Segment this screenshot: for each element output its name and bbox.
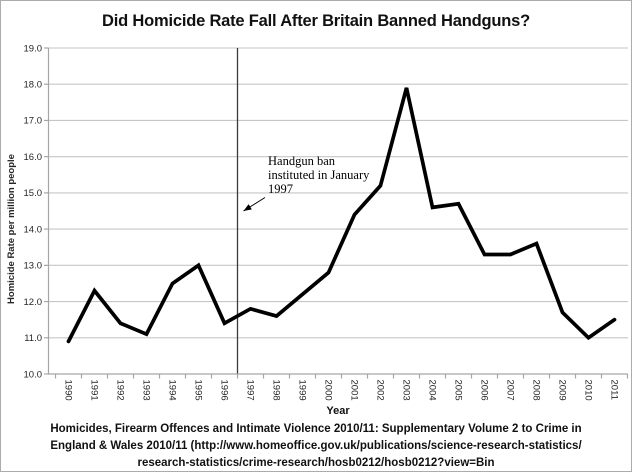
y-tick-label: 16.0 (24, 152, 43, 163)
x-tick-label: 1995 (192, 380, 203, 401)
x-tick-label: 1996 (218, 380, 229, 401)
x-tick-label: 1994 (166, 380, 177, 401)
y-tick-label: 11.0 (24, 333, 42, 344)
y-tick-label: 18.0 (24, 80, 43, 91)
x-tick-label: 1993 (140, 380, 151, 401)
handgun-ban-annotation: Handgun ban instituted in January 1997 (268, 154, 369, 196)
x-tick-label: 2001 (348, 380, 359, 401)
plot-area: 10.0 11.0 12.0 13.0 14.0 15.0 16.0 17.0 18.0 19.0… (24, 43, 629, 401)
annotation-line-3: 1997 (268, 182, 293, 196)
x-tick-label: 2005 (452, 380, 463, 401)
x-tick-label: 1990 (62, 380, 73, 401)
annotation-line-2: instituted in January (268, 168, 370, 182)
source-caption-line-3: research-statistics/crime-research/hosb0… (137, 456, 495, 469)
x-tick-label: 2010 (582, 380, 593, 401)
x-tick-label: 1997 (244, 380, 255, 401)
y-tick-label: 14.0 (24, 224, 43, 235)
x-tick-label: 2011 (608, 380, 619, 400)
x-tick-label: 2003 (400, 380, 411, 401)
y-tick-label: 10.0 (24, 369, 43, 380)
y-tick-label: 15.0 (24, 188, 43, 199)
y-tick-label: 13.0 (24, 261, 43, 272)
x-tick-label: 2004 (426, 380, 437, 401)
x-tick-label: 2006 (478, 380, 489, 401)
x-tick-label: 1992 (114, 380, 125, 401)
source-caption-line-2: England & Wales 2010/11 (http://www.home… (50, 439, 582, 452)
annotation-arrow (243, 197, 266, 212)
chart-title: Did Homicide Rate Fall After Britain Ban… (102, 12, 530, 30)
x-tick-label: 2002 (374, 380, 385, 401)
y-tick-label: 17.0 (24, 116, 43, 127)
x-tick-label: 2009 (556, 380, 567, 401)
x-tick-label: 2008 (530, 380, 541, 401)
x-tick-label: 2000 (322, 380, 333, 401)
annotation-line-1: Handgun ban (268, 154, 335, 168)
homicide-rate-line (66, 87, 617, 344)
source-caption: Homicides, Firearm Offences and Intimate… (1, 421, 631, 471)
x-tick-label: 1998 (270, 380, 281, 401)
x-tick-label: 2007 (504, 380, 515, 401)
x-axis-title: Year (326, 405, 350, 417)
y-tick-label: 19.0 (24, 43, 43, 54)
source-caption-line-1: Homicides, Firearm Offences and Intimate… (50, 423, 582, 435)
y-tick-label: 12.0 (24, 297, 43, 308)
x-tick-label: 1991 (88, 380, 99, 401)
y-axis-title: Homicide Rate per million people (6, 154, 17, 304)
x-tick-label: 1999 (296, 380, 307, 401)
